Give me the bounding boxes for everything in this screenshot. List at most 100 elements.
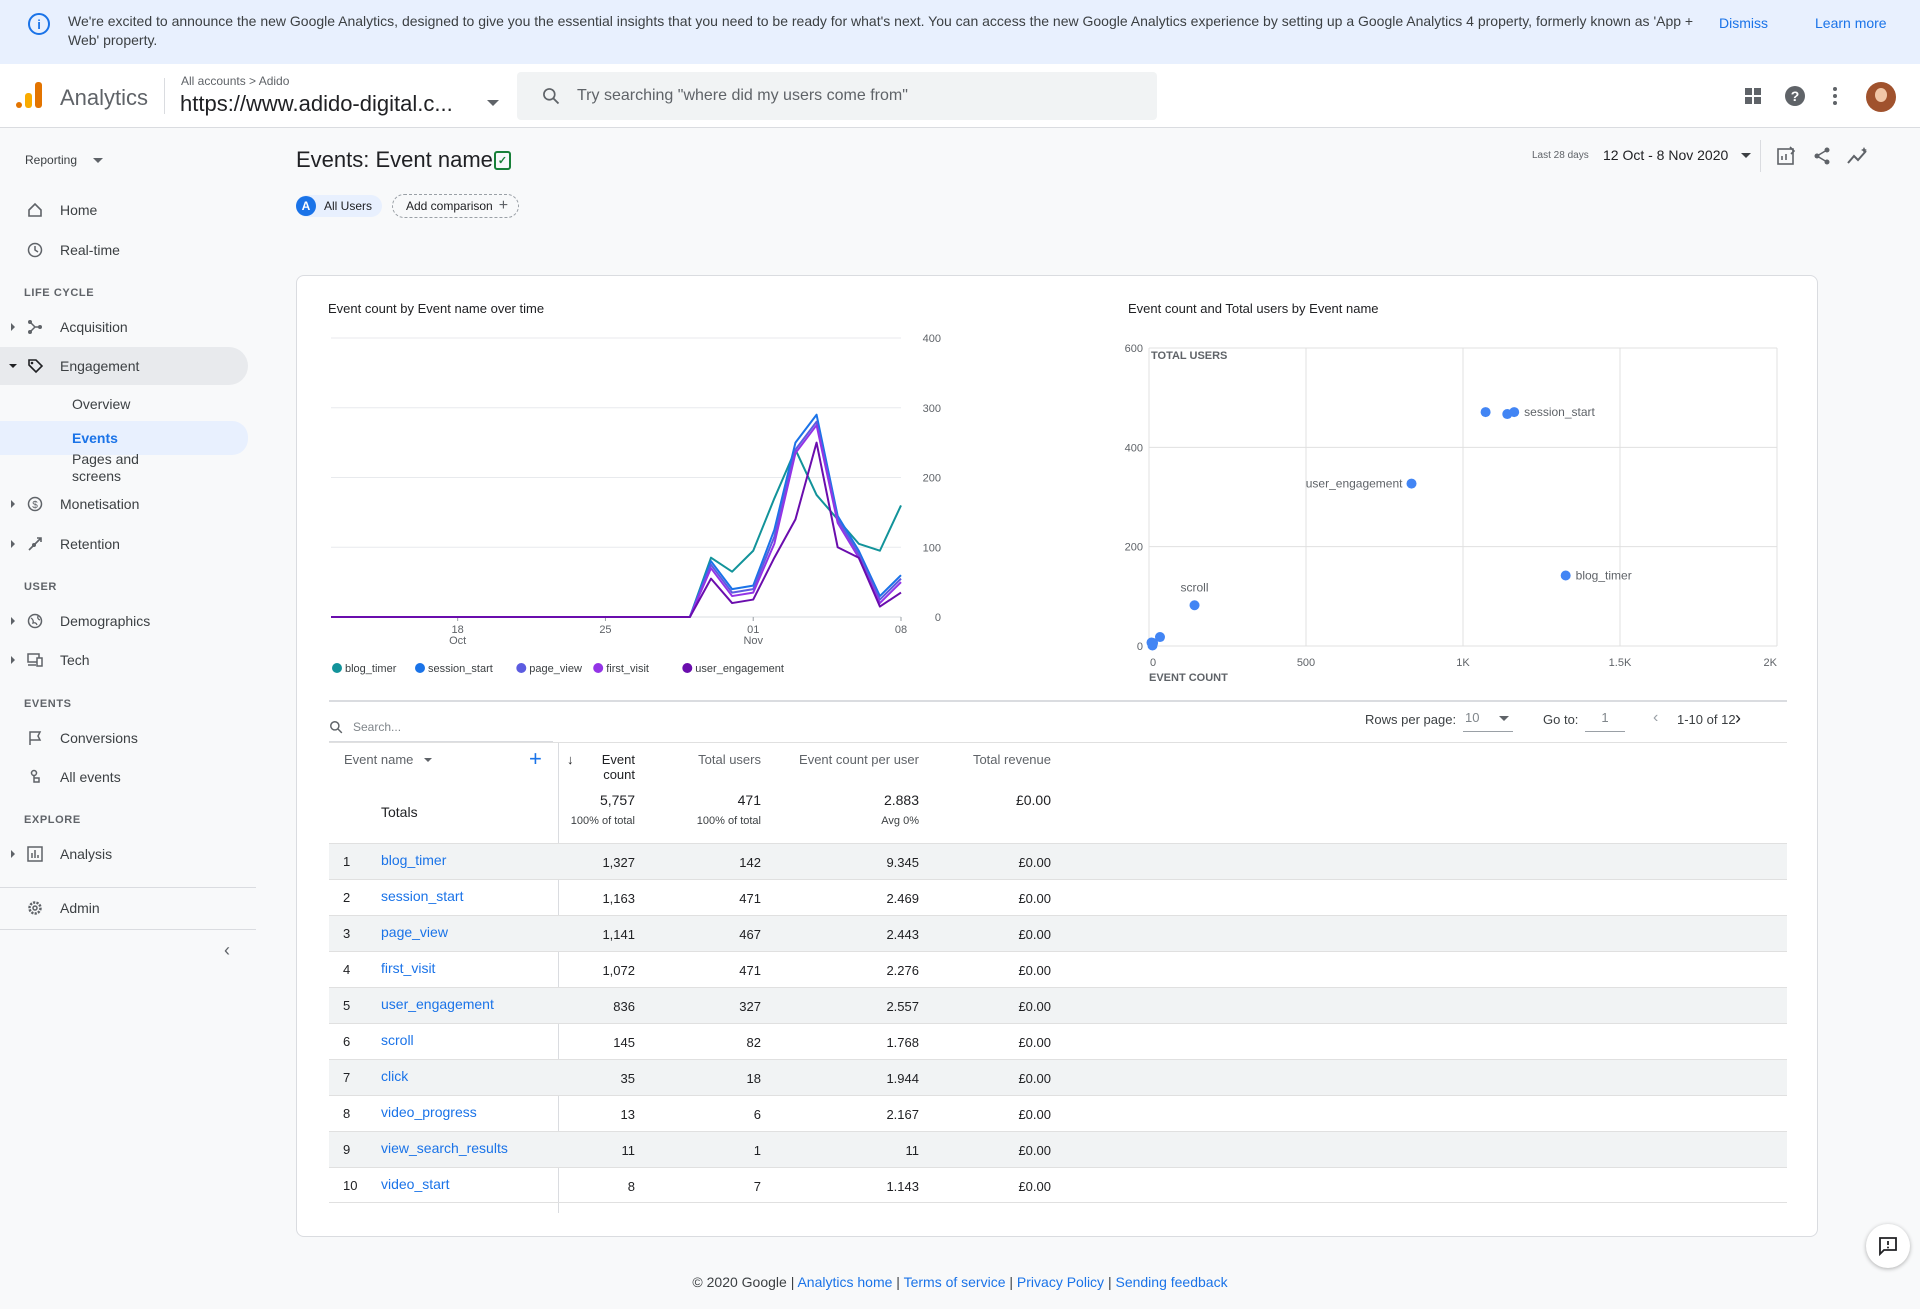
sidebar-item-monetisation[interactable]: $ Monetisation bbox=[0, 485, 248, 523]
table-row[interactable]: 1 blog_timer 1,327 142 9.345 £0.00 bbox=[329, 843, 1787, 879]
total-per-user-sub: Avg 0% bbox=[881, 815, 919, 827]
event-count-cell: 1,072 bbox=[602, 963, 635, 978]
sidebar-item-analysis[interactable]: Analysis bbox=[0, 835, 248, 873]
sidebar-item-demographics[interactable]: Demographics bbox=[0, 602, 248, 640]
terms-link[interactable]: Terms of service bbox=[903, 1274, 1006, 1290]
y-tick-label: 400 bbox=[923, 333, 941, 345]
event-name-link[interactable]: user_engagement bbox=[381, 996, 494, 1012]
feedback-link[interactable]: Sending feedback bbox=[1115, 1274, 1228, 1290]
search-bar[interactable]: Try searching "where did my users come f… bbox=[517, 72, 1157, 120]
sidebar-item-acquisition[interactable]: Acquisition bbox=[0, 308, 248, 346]
table-row[interactable]: 2 session_start 1,163 471 2.469 £0.00 bbox=[329, 879, 1787, 915]
sidebar-item-events[interactable]: Events bbox=[0, 421, 248, 455]
chevron-down-icon[interactable] bbox=[487, 100, 499, 106]
x-tick-label: 18 bbox=[452, 624, 464, 636]
event-name-link[interactable]: page_view bbox=[381, 924, 448, 940]
table-row[interactable]: 5 user_engagement 836 327 2.557 £0.00 bbox=[329, 987, 1787, 1023]
feedback-button[interactable] bbox=[1866, 1224, 1910, 1268]
event-name-link[interactable]: blog_timer bbox=[381, 852, 447, 868]
sidebar-item-retention[interactable]: Retention bbox=[0, 525, 248, 563]
sidebar-item-realtime[interactable]: Real-time bbox=[0, 231, 248, 269]
date-range-picker[interactable]: 12 Oct - 8 Nov 2020 bbox=[1603, 147, 1729, 163]
apps-grid-icon[interactable] bbox=[1741, 84, 1765, 108]
event-name-link[interactable]: view_search_results bbox=[381, 1140, 508, 1156]
learn-more-link[interactable]: Learn more bbox=[1815, 15, 1887, 31]
sidebar-item-label: Home bbox=[60, 202, 98, 218]
sidebar-item-label: Conversions bbox=[60, 730, 138, 746]
column-header-event-count[interactable]: Event count bbox=[601, 752, 635, 782]
expand-icon[interactable] bbox=[11, 850, 15, 858]
per-user-cell: 2.167 bbox=[886, 1107, 919, 1122]
sidebar-item-admin[interactable]: Admin bbox=[0, 889, 248, 927]
x-tick-label: 500 bbox=[1297, 657, 1315, 669]
chevron-down-icon[interactable] bbox=[1741, 153, 1751, 158]
expand-icon[interactable] bbox=[11, 323, 15, 331]
sidebar-item-home[interactable]: Home bbox=[0, 191, 248, 229]
chevron-down-icon[interactable] bbox=[93, 158, 103, 163]
column-header-event-name[interactable]: Event name bbox=[344, 752, 414, 767]
globe-icon bbox=[26, 612, 44, 630]
goto-page-input[interactable]: 1 bbox=[1585, 710, 1625, 732]
add-comparison-button[interactable]: Add comparison + bbox=[392, 194, 520, 218]
collapse-sidebar-icon[interactable]: ‹ bbox=[224, 940, 230, 960]
home-icon bbox=[26, 201, 44, 219]
sidebar-item-overview[interactable]: Overview bbox=[72, 396, 131, 412]
property-selector[interactable]: https://www.adido-digital.c... bbox=[180, 91, 453, 116]
avatar[interactable] bbox=[1866, 82, 1896, 112]
next-page-icon[interactable]: › bbox=[1735, 708, 1741, 728]
sidebar-item-label: Tech bbox=[60, 652, 90, 668]
analytics-home-link[interactable]: Analytics home bbox=[797, 1274, 893, 1290]
sidebar-item-all-events[interactable]: All events bbox=[0, 758, 248, 796]
sidebar-item-pages-and-screens[interactable]: Pages and screens bbox=[72, 451, 139, 484]
previous-page-icon[interactable]: ‹ bbox=[1653, 709, 1659, 726]
privacy-link[interactable]: Privacy Policy bbox=[1016, 1274, 1105, 1290]
more-vert-icon[interactable] bbox=[1823, 84, 1847, 108]
help-icon[interactable]: ? bbox=[1783, 84, 1807, 108]
sidebar-item-conversions[interactable]: Conversions bbox=[0, 719, 248, 757]
insights-icon[interactable] bbox=[1846, 144, 1870, 168]
event-name-link[interactable]: first_visit bbox=[381, 960, 436, 976]
table-row[interactable]: 3 page_view 1,141 467 2.443 £0.00 bbox=[329, 915, 1787, 951]
top-bar: Analytics All accounts > Adido https://w… bbox=[0, 64, 1920, 128]
column-header-total-revenue[interactable]: Total revenue bbox=[972, 752, 1051, 767]
dismiss-button[interactable]: Dismiss bbox=[1719, 15, 1768, 31]
event-name-link[interactable]: video_progress bbox=[381, 1104, 477, 1120]
collapse-icon[interactable] bbox=[9, 364, 17, 368]
share-icon[interactable] bbox=[1810, 144, 1834, 168]
expand-icon[interactable] bbox=[11, 617, 15, 625]
segment-chip[interactable]: A All Users bbox=[296, 195, 383, 217]
table-row[interactable]: 8 video_progress 13 6 2.167 £0.00 bbox=[329, 1095, 1787, 1131]
table-search-input[interactable]: Search... bbox=[329, 712, 553, 742]
expand-icon[interactable] bbox=[11, 656, 15, 664]
chevron-down-icon[interactable] bbox=[424, 758, 432, 762]
expand-icon[interactable] bbox=[11, 500, 15, 508]
sidebar-item-tech[interactable]: Tech bbox=[0, 641, 248, 679]
scatter-chart[interactable]: 0 200 400 600 0 500 1K 1.5K 2K TOTAL USERS EVENT C… bbox=[1077, 276, 1819, 696]
add-dimension-icon[interactable]: + bbox=[529, 746, 542, 771]
column-header-event-count-per-user[interactable]: Event count per user bbox=[799, 752, 919, 767]
analytics-logo-icon[interactable] bbox=[16, 82, 42, 108]
sort-desc-icon[interactable]: ↓ bbox=[567, 752, 574, 767]
table-row[interactable]: 7 click 35 18 1.944 £0.00 bbox=[329, 1059, 1787, 1095]
event-name-link[interactable]: video_start bbox=[381, 1176, 450, 1192]
table-row[interactable]: 9 view_search_results 11 1 11 £0.00 bbox=[329, 1131, 1787, 1167]
event-name-link[interactable]: click bbox=[381, 1068, 409, 1084]
customize-report-icon[interactable] bbox=[1774, 144, 1798, 168]
event-name-link[interactable]: session_start bbox=[381, 888, 464, 904]
table-row[interactable]: 10 video_start 8 7 1.143 £0.00 bbox=[329, 1167, 1787, 1203]
column-header-total-users[interactable]: Total users bbox=[698, 752, 761, 767]
point-label: scroll bbox=[1181, 580, 1209, 594]
row-index: 5 bbox=[343, 998, 351, 1013]
table-row[interactable]: 4 first_visit 1,072 471 2.276 £0.00 bbox=[329, 951, 1787, 987]
y-axis-label: TOTAL USERS bbox=[1151, 350, 1227, 362]
reporting-selector[interactable]: Reporting bbox=[25, 153, 78, 167]
rows-per-page-select[interactable]: 10 bbox=[1463, 710, 1513, 732]
x-tick-label: 25 bbox=[599, 624, 611, 636]
breadcrumb[interactable]: All accounts > Adido bbox=[181, 74, 290, 88]
x-tick-sublabel: Oct bbox=[449, 635, 466, 647]
expand-icon[interactable] bbox=[11, 540, 15, 548]
event-name-link[interactable]: scroll bbox=[381, 1032, 414, 1048]
sidebar-item-engagement[interactable]: Engagement bbox=[0, 347, 248, 385]
table-row[interactable]: 6 scroll 145 82 1.768 £0.00 bbox=[329, 1023, 1787, 1059]
